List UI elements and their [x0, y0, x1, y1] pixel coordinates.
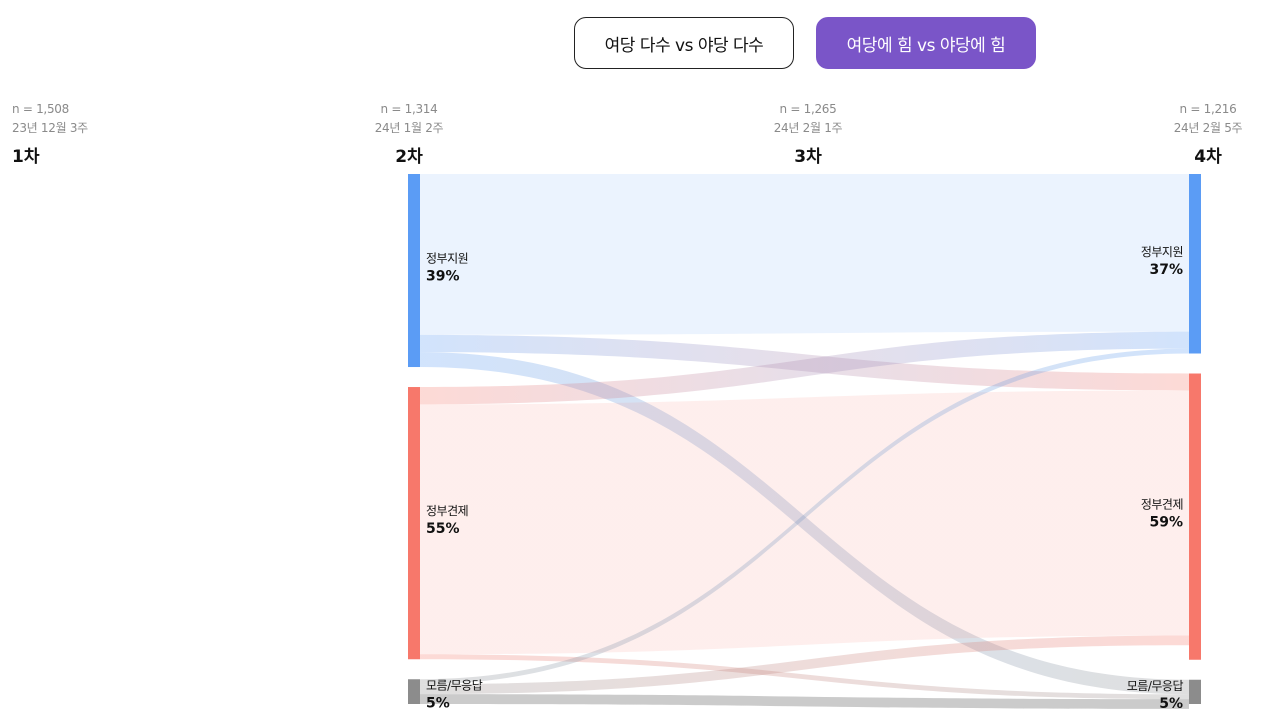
wave-date: 24년 2월 5주	[1173, 121, 1243, 135]
source-node-support-pct: 39%	[426, 269, 460, 285]
source-node-unknown-pct: 5%	[426, 696, 450, 712]
toggle-power-button[interactable]: 여당에 힘 vs 야당에 힘	[816, 17, 1036, 69]
wave-label: 4차	[1194, 147, 1222, 167]
target-node-check-name: 정부견제	[1141, 498, 1183, 512]
wave-sample-size: n = 1,314	[380, 102, 438, 116]
source-node-check	[408, 387, 420, 660]
source-node-unknown	[408, 679, 420, 704]
target-node-support	[1189, 174, 1201, 354]
wave-header-1: n = 1,508 23년 12월 3주 1차	[12, 100, 152, 167]
flow-unknown-to-check	[420, 635, 1189, 695]
wave-label: 3차	[794, 147, 822, 167]
source-node-support-name: 정부지원	[426, 252, 468, 266]
flow-check-to-check	[420, 390, 1189, 655]
flow-unknown-to-unknown	[420, 694, 1189, 709]
target-node-check	[1189, 373, 1201, 660]
wave-label: 1차	[12, 147, 40, 167]
target-node-support-pct: 37%	[1149, 262, 1183, 278]
wave-date: 24년 2월 1주	[773, 121, 843, 135]
wave-date: 23년 12월 3주	[12, 121, 88, 135]
wave-sample-size: n = 1,265	[779, 102, 837, 116]
wave-header-4: n = 1,216 24년 2월 5주 4차	[1138, 100, 1265, 167]
source-node-support	[408, 174, 420, 368]
target-node-unknown-pct: 5%	[1159, 696, 1183, 712]
source-node-check-name: 정부견제	[426, 504, 468, 518]
wave-header-2: n = 1,314 24년 1월 2주 2차	[339, 100, 479, 167]
source-node-unknown-name: 모름/무응답	[426, 679, 483, 693]
flow-support-to-support	[420, 174, 1189, 335]
flow-unknown-to-support	[420, 348, 1189, 685]
wave-sample-size: n = 1,216	[1179, 102, 1237, 116]
flow-check-to-support	[420, 331, 1189, 405]
source-node-check-pct: 55%	[426, 521, 460, 537]
target-node-check-pct: 59%	[1149, 515, 1183, 531]
wave-sample-size: n = 1,508	[12, 102, 69, 116]
wave-header-3: n = 1,265 24년 2월 1주 3차	[738, 100, 878, 167]
toggle-majority-button[interactable]: 여당 다수 vs 야당 다수	[574, 17, 794, 69]
flow-check-to-unknown	[420, 654, 1189, 700]
target-node-unknown	[1189, 679, 1201, 704]
target-node-support-name: 정부지원	[1141, 245, 1183, 259]
wave-date: 24년 1월 2주	[374, 121, 444, 135]
target-node-unknown-name: 모름/무응답	[1127, 679, 1184, 693]
wave-label: 2차	[395, 147, 423, 167]
